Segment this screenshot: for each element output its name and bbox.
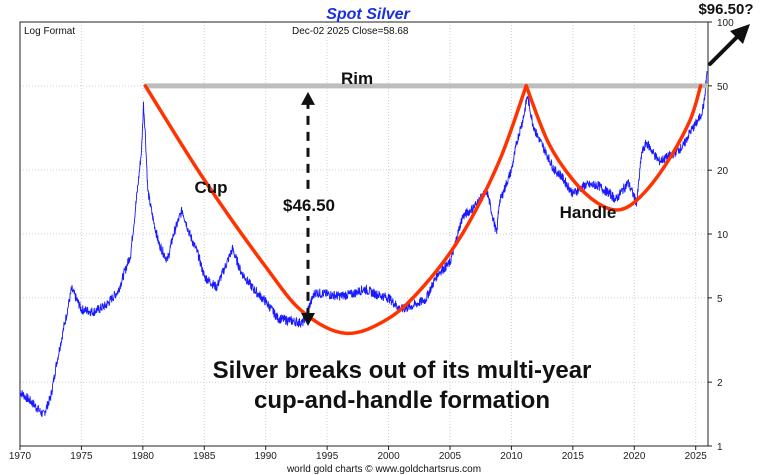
headline-line1: Silver breaks out of its multi-year — [213, 357, 592, 384]
target-arrow-shaft — [708, 34, 740, 66]
y-tick-label: 100 — [717, 18, 734, 29]
price-line — [19, 71, 708, 417]
y-tick-label: 2 — [717, 378, 723, 389]
target-label: $96.50? — [698, 1, 753, 18]
cup-label: Cup — [194, 178, 227, 197]
y-tick-label: 1 — [717, 442, 723, 453]
y-tick-label: 10 — [717, 230, 729, 241]
overlay-layer — [143, 24, 750, 336]
x-tick-label: 2025 — [685, 451, 708, 462]
target-arrow-head — [730, 24, 750, 44]
y-tick-label: 5 — [717, 294, 723, 305]
x-tick-label: 1970 — [9, 451, 32, 462]
x-tick-label: 2020 — [623, 451, 646, 462]
x-axis: 1970 1975 1980 1985 1990 1995 2000 2005 2010 2015… — [9, 446, 707, 462]
x-tick-label: 1980 — [132, 451, 155, 462]
chart-title: Spot Silver — [326, 6, 410, 23]
depth-label-background — [271, 192, 347, 216]
x-tick-label: 2010 — [500, 451, 523, 462]
x-tick-label: 1985 — [193, 451, 216, 462]
depth-label: $46.50 — [283, 196, 335, 215]
x-tick-label: 2005 — [439, 451, 462, 462]
series-layer — [19, 71, 708, 417]
handle-curve — [524, 84, 703, 212]
credit-text: world gold charts © www.goldchartsrus.co… — [286, 464, 481, 475]
headline-line2: cup-and-handle formation — [254, 387, 550, 414]
y-tick-label: 20 — [717, 166, 729, 177]
y-axis: 1 2 5 10 20 50 100 — [708, 18, 734, 453]
y-tick-label: 50 — [717, 82, 729, 93]
depth-arrow-head-down — [301, 313, 315, 326]
scale-label: Log Format — [24, 26, 75, 37]
depth-arrow-head-up — [301, 91, 315, 105]
cup-curve — [143, 84, 528, 336]
date-close-text: Dec-02 2025 Close=58.68 — [292, 26, 409, 37]
x-tick-label: 2000 — [377, 451, 400, 462]
x-tick-label: 1990 — [255, 451, 278, 462]
handle-label: Handle — [560, 203, 617, 222]
x-tick-label: 1975 — [70, 451, 93, 462]
rim-label: Rim — [341, 69, 373, 88]
x-tick-label: 2015 — [562, 451, 585, 462]
x-tick-label: 1995 — [316, 451, 339, 462]
